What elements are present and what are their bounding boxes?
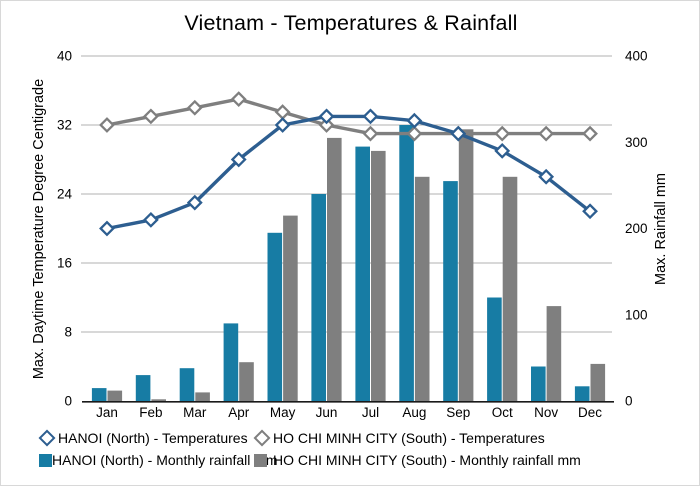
left-axis-tick-label: 32 (57, 118, 72, 133)
rainfall-bar (135, 375, 151, 401)
x-axis-month-label: May (270, 405, 296, 420)
rainfall-bar (267, 232, 283, 401)
rainfall-bar (443, 181, 458, 401)
diamond-marker (99, 117, 115, 133)
diamond-marker (186, 194, 203, 211)
diamond-marker (362, 125, 379, 142)
rainfall-bar (574, 386, 590, 401)
diamond-marker (142, 108, 159, 125)
diamond-marker (318, 117, 335, 133)
diamond-marker (538, 168, 555, 185)
bar-series (91, 125, 590, 401)
right-axis-tick-label: 0 (625, 394, 633, 409)
legend: HANOI (North) - Temperatures HO CHI MINH… (38, 427, 679, 471)
diamond-marker (582, 203, 598, 220)
diamond-marker (230, 151, 247, 168)
diamond-marker (274, 104, 291, 120)
right-axis-tick-label: 300 (625, 135, 648, 150)
rainfall-bar (458, 129, 474, 402)
right-axis-tick-label: 400 (625, 49, 648, 64)
hcmc-temperature-diamond-icon (253, 429, 273, 447)
x-axis-month-label: Jan (96, 405, 118, 420)
rainfall-bar (239, 362, 254, 401)
x-axis-month-label: Jun (316, 405, 338, 420)
diamond-marker (99, 220, 115, 237)
rainfall-bar (179, 368, 195, 401)
x-axis-month-label: Feb (139, 405, 162, 420)
temperature-line (106, 114, 592, 231)
rainfall-bar (91, 388, 107, 401)
left-axis-tick-label: 0 (64, 394, 72, 409)
rainfall-bar (502, 176, 518, 402)
rainfall-bar (355, 146, 370, 401)
left-axis-tick-label: 40 (57, 49, 72, 64)
diamond-marker (406, 125, 423, 142)
legend-label: HANOI (North) - Temperatures (58, 430, 248, 446)
diamond-marker (230, 91, 247, 108)
rainfall-bar (283, 215, 298, 401)
diamond-marker (494, 142, 511, 159)
x-axis-month-label: Nov (534, 405, 558, 420)
legend-label: HO CHI MINH CITY (South) - Monthly rainf… (273, 452, 581, 468)
right-axis-tick-label: 100 (625, 307, 648, 322)
diamond-marker (494, 125, 511, 142)
left-axis-tick-label: 24 (57, 187, 73, 202)
x-axis-month-label: Aug (402, 405, 426, 420)
legend-item-hanoi-temperatures: HANOI (North) - Temperatures (38, 427, 254, 449)
diamond-marker (362, 108, 379, 125)
rainfall-bar (546, 306, 562, 401)
diamond-marker (450, 125, 467, 142)
temperature-line-series (99, 91, 598, 142)
rainfall-bar (195, 392, 210, 401)
legend-label: HO CHI MINH CITY (South) - Temperatures (273, 430, 545, 446)
rainfall-bar (311, 194, 326, 401)
rainfall-bar (223, 323, 239, 401)
right-axis-tick-label: 200 (625, 221, 648, 236)
diamond-marker (406, 112, 423, 129)
x-axis-month-label: Jul (362, 405, 379, 420)
diamond-marker (142, 211, 159, 228)
x-axis-month-label: Sep (446, 405, 470, 420)
rainfall-bar (590, 363, 606, 401)
x-axis-month-label: Oct (492, 405, 513, 420)
hanoi-rainfall-square-icon (39, 453, 52, 467)
legend-item-hanoi-rainfall: HANOI (North) - Monthly rainfall mm (39, 449, 278, 471)
x-axis-month-label: Mar (183, 405, 207, 420)
rainfall-bar (399, 125, 414, 401)
diamond-marker (274, 117, 291, 133)
hanoi-temperature-diamond-icon (38, 429, 58, 447)
legend-item-hcmc-rainfall: HO CHI MINH CITY (South) - Monthly rainf… (254, 449, 679, 471)
left-axis-tick-label: 16 (57, 256, 72, 271)
hcmc-rainfall-square-icon (254, 453, 273, 467)
x-axis-month-label: Apr (228, 405, 250, 420)
diamond-marker (318, 108, 335, 125)
rainfall-bar (107, 390, 123, 401)
rainfall-bar (531, 366, 546, 401)
left-axis-tick-label: 8 (64, 325, 72, 340)
rainfall-bar (371, 150, 386, 401)
x-axis-month-label: Dec (578, 405, 602, 420)
temperature-line-series (99, 108, 598, 237)
rainfall-bar (151, 399, 166, 401)
rainfall-bar (327, 137, 342, 401)
rainfall-bar (414, 176, 430, 402)
diamond-marker (186, 99, 203, 116)
legend-item-hcmc-temperatures: HO CHI MINH CITY (South) - Temperatures (253, 427, 679, 449)
bar-series (107, 129, 606, 402)
chart-title: Vietnam - Temperatures & Rainfall (184, 11, 518, 35)
diamond-marker (582, 125, 598, 142)
legend-label: HANOI (North) - Monthly rainfall mm (52, 452, 278, 468)
rainfall-bar (487, 297, 502, 401)
diamond-marker (538, 125, 555, 142)
